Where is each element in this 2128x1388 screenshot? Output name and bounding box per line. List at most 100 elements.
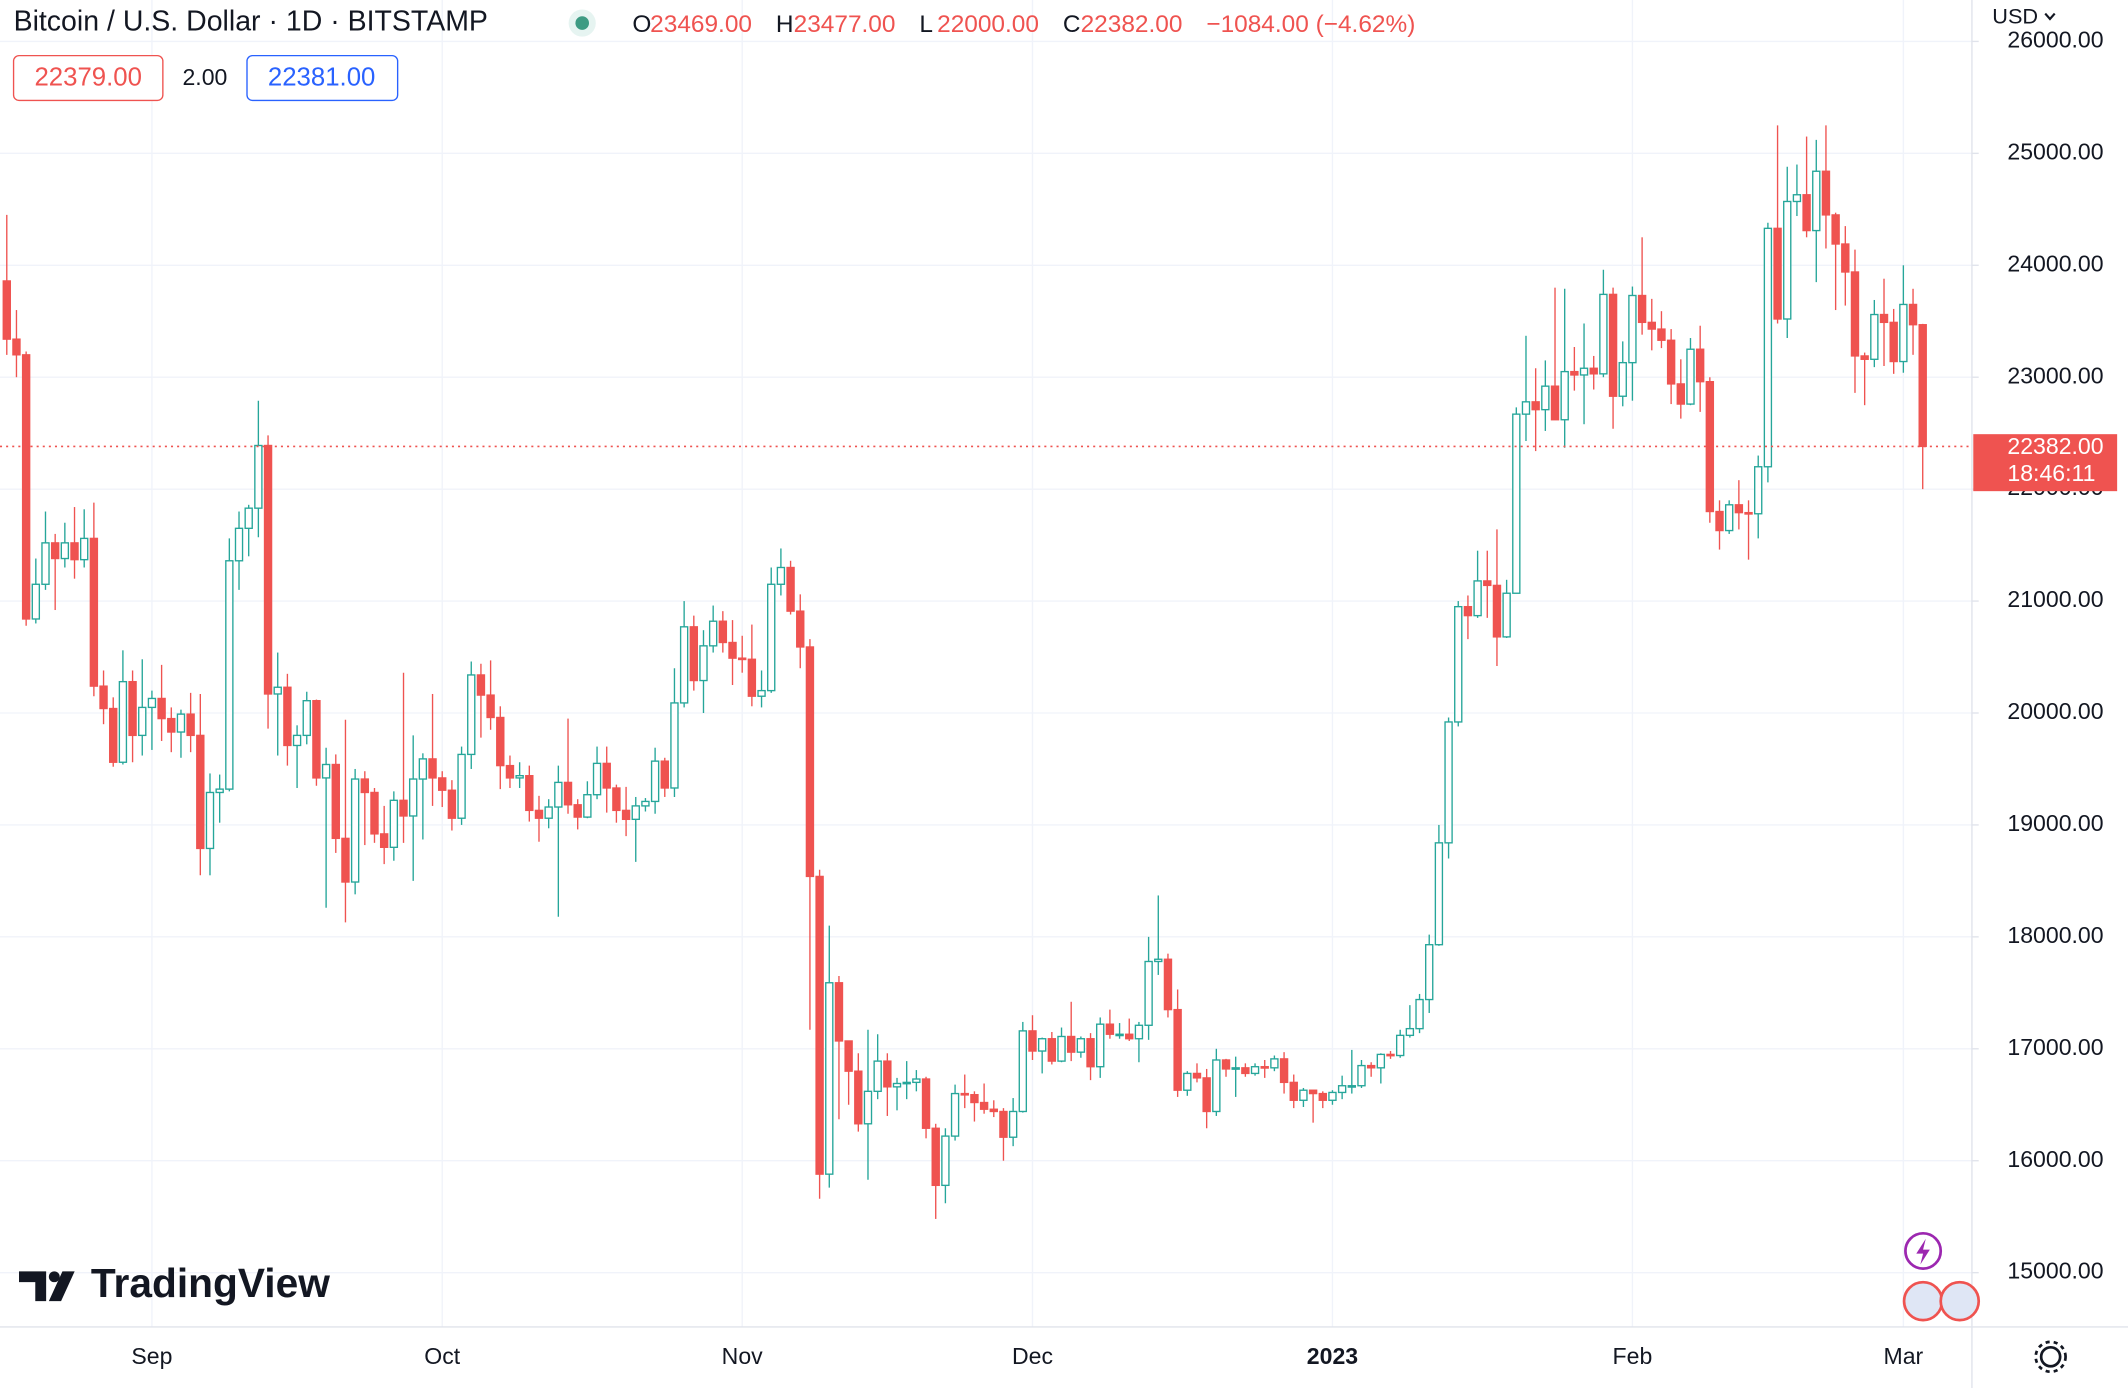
candle-body: [1144, 960, 1153, 1026]
candle-body: [1695, 348, 1705, 383]
candle-body: [389, 799, 399, 848]
candle-body: [1821, 170, 1831, 216]
candle-body: [1783, 200, 1792, 320]
candle-body: [1250, 1066, 1260, 1075]
candle-body: [815, 875, 824, 1175]
y-tick-label: 26000.00: [2007, 27, 2103, 53]
candle-body: [1754, 466, 1763, 515]
candle-body: [1908, 303, 1918, 326]
candle-body: [1279, 1058, 1289, 1084]
candle-body: [602, 762, 611, 789]
legend-key: H: [776, 11, 794, 38]
candle-body: [989, 1108, 998, 1113]
candle-body: [1434, 842, 1444, 946]
candle-body: [476, 674, 486, 696]
candle-body: [786, 566, 795, 612]
candle-body: [708, 620, 718, 647]
buy-price[interactable]: 22381.00: [268, 64, 375, 92]
candle-body: [1647, 321, 1656, 330]
candle-body: [1318, 1092, 1327, 1101]
candle-body: [1541, 385, 1550, 411]
sell-price[interactable]: 22379.00: [34, 64, 141, 92]
y-tick-label: 21000.00: [2007, 586, 2103, 612]
candle-body: [331, 763, 340, 840]
candle-body: [1773, 227, 1782, 320]
candle-body: [1473, 580, 1482, 617]
candle-body: [12, 338, 21, 356]
gear[interactable]: [2039, 1345, 2062, 1368]
candle-body: [1328, 1091, 1337, 1101]
candle-body: [999, 1110, 1008, 1138]
candle-body: [660, 760, 669, 789]
candle-body: [1212, 1059, 1221, 1113]
candle-body: [312, 700, 321, 779]
flag-icon[interactable]: [1902, 1280, 1944, 1322]
lightning: [1916, 1238, 1930, 1265]
candle-body: [699, 645, 708, 682]
y-tick-label: 23000.00: [2007, 362, 2103, 388]
candle-body: [950, 1092, 960, 1137]
candle-body: [1096, 1023, 1105, 1068]
candle-body: [254, 444, 263, 509]
candle-body: [1202, 1077, 1211, 1113]
settings-button[interactable]: [2034, 1340, 2067, 1374]
candle-body: [1008, 1110, 1018, 1138]
candle-body: [1337, 1085, 1347, 1094]
candle-body: [583, 794, 592, 818]
candle-body: [1357, 1064, 1366, 1087]
candle-body: [1686, 348, 1695, 405]
price-tag-box: [1973, 434, 2118, 492]
candle-body: [167, 717, 176, 733]
side-icons[interactable]: [1902, 1231, 1981, 1322]
candle-body: [1125, 1033, 1134, 1040]
sell-box[interactable]: [12, 54, 164, 102]
candle-body: [21, 354, 31, 620]
candle-body: [805, 646, 815, 878]
candle-body: [205, 791, 215, 850]
candle-body: [1792, 194, 1802, 203]
candle-body: [1066, 1035, 1076, 1053]
candle-body: [244, 507, 253, 529]
x-tick-label: Oct: [424, 1343, 460, 1369]
candle-body: [1425, 944, 1434, 1001]
x-tick-label: Feb: [1613, 1343, 1653, 1369]
candle-body: [1463, 605, 1473, 617]
candle-body: [186, 713, 195, 737]
y-tick-label: 25000.00: [2007, 138, 2103, 164]
candle-body: [215, 788, 224, 794]
watermark-logo: TradingView: [19, 1260, 330, 1306]
candle-body: [525, 775, 534, 812]
legend-value: 23477.00: [794, 11, 896, 38]
currency[interactable]: USD: [1992, 3, 2038, 28]
candle-body: [128, 680, 137, 737]
candle-body: [1889, 321, 1898, 363]
candle-body: [1608, 293, 1618, 397]
candle-body: [157, 697, 166, 720]
order-boxes[interactable]: 22379.00 2.00 22381.00: [12, 54, 399, 102]
candle-body: [1841, 243, 1850, 273]
candle-body: [902, 1081, 911, 1085]
candle-body: [505, 764, 515, 779]
candle-body: [341, 837, 350, 883]
logo-dot: [48, 1271, 60, 1283]
flag-icon[interactable]: [1939, 1280, 1981, 1322]
candle-body: [718, 620, 728, 644]
spread: 2.00: [182, 64, 227, 90]
candle-body: [1899, 303, 1908, 363]
candle-body: [592, 762, 602, 796]
candle-body: [1154, 958, 1163, 963]
chevron: [2044, 12, 2056, 21]
candle-body: [573, 804, 582, 818]
candle-body: [408, 778, 418, 817]
candle-body: [728, 641, 737, 659]
candle-body: [1918, 324, 1927, 448]
candle-body: [1676, 383, 1686, 405]
buy-box[interactable]: [246, 54, 399, 102]
candle-body: [1870, 313, 1879, 360]
candle-body: [1589, 367, 1598, 375]
candle-body: [1734, 504, 1744, 514]
currency-menu[interactable]: USD: [1992, 3, 2056, 28]
candle-body: [1512, 413, 1521, 594]
candle-body: [1037, 1038, 1047, 1052]
